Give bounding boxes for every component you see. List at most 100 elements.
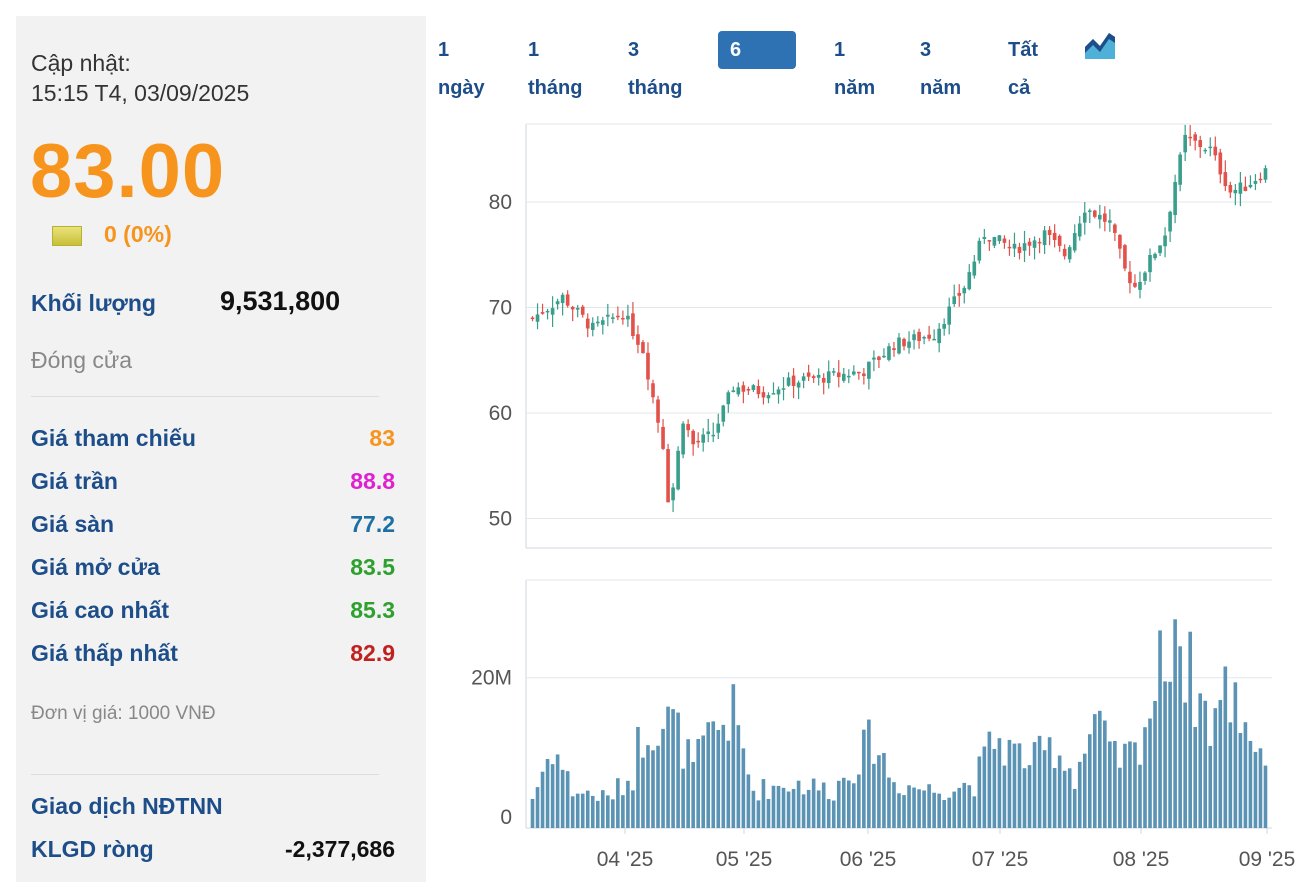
volume-bar — [621, 795, 625, 828]
current-price: 83.00 — [30, 129, 226, 214]
candle-body — [1153, 253, 1157, 259]
volume-bar — [922, 790, 926, 828]
net-volume-value: -2,377,686 — [285, 836, 395, 862]
candle-body — [917, 331, 921, 341]
volume-bar — [716, 729, 721, 828]
volume-bar — [987, 731, 992, 828]
tab-1-month[interactable]: 1 tháng — [528, 39, 583, 99]
candle-body — [1168, 211, 1172, 232]
volume-label: Khối lượng — [31, 290, 156, 316]
candle-body — [992, 237, 997, 246]
price-unit-note: Đơn vị giá: 1000 VNĐ — [31, 703, 216, 724]
candle-body — [1223, 172, 1228, 187]
candle-body — [585, 318, 590, 329]
candle-body — [1037, 241, 1042, 244]
tab-all[interactable]: Tất cả — [1008, 39, 1038, 99]
volume-bar — [872, 763, 876, 828]
candle-body — [1198, 140, 1203, 148]
candle-body — [867, 361, 871, 379]
candle-body — [852, 371, 856, 375]
candle-body — [962, 287, 967, 294]
candle-body — [1032, 240, 1037, 248]
candle-body — [545, 310, 550, 313]
volume-bar — [852, 783, 856, 828]
candle-body — [701, 434, 706, 443]
volume-bar — [917, 789, 921, 828]
volume-bar — [595, 800, 600, 828]
candle-body — [1203, 149, 1208, 152]
candle-body — [1113, 224, 1117, 233]
volume-bar — [1037, 735, 1042, 828]
candle-body — [555, 301, 560, 305]
candle-body — [1087, 210, 1092, 212]
volume-bar — [811, 778, 816, 828]
candle-body — [1077, 223, 1082, 237]
candle-body — [1047, 229, 1052, 235]
candle-body — [1007, 246, 1012, 249]
volume-bar — [691, 762, 695, 828]
volume-bar — [560, 769, 565, 828]
volume-bar — [841, 777, 846, 828]
volume-bar — [1233, 682, 1238, 828]
candle-body — [947, 306, 952, 325]
volume-bar — [696, 739, 700, 828]
area-chart-icon[interactable] — [1083, 29, 1117, 61]
open-price-label: Giá mở cửa — [31, 554, 160, 580]
candle-body — [776, 389, 781, 395]
close-status: Đóng cửa — [31, 347, 133, 373]
update-time: 15:15 T4, 03/09/2025 — [31, 80, 250, 106]
candle-body — [887, 346, 891, 360]
candle-body — [922, 337, 926, 339]
volume-bar — [1158, 630, 1162, 828]
tab-6-months[interactable]: 6 tháng — [718, 31, 797, 99]
volume-bar — [606, 795, 610, 828]
candle-body — [1118, 234, 1122, 249]
volume-bar — [781, 787, 786, 828]
tab-3-years[interactable]: 3 năm — [920, 39, 962, 99]
candle-body — [550, 308, 555, 315]
volume-bar — [1113, 741, 1117, 828]
candle-body — [1138, 281, 1142, 290]
candle-body — [676, 450, 680, 490]
volume-bar — [952, 791, 957, 828]
volume-bar — [786, 791, 791, 828]
candle-body — [846, 375, 851, 378]
volume-bar — [1067, 768, 1072, 828]
volume-bar — [1012, 743, 1017, 828]
candle-body — [982, 236, 987, 239]
volume-bar — [1228, 722, 1233, 828]
volume-bar — [927, 784, 931, 828]
candle-body — [1072, 233, 1077, 251]
volume-bar — [1213, 708, 1218, 828]
net-volume-label: KLGD ròng — [31, 836, 154, 862]
volume-bar — [575, 793, 580, 828]
volume-bar — [611, 799, 615, 828]
volume-bar — [726, 740, 731, 828]
volume-bar — [957, 787, 962, 828]
candle-body — [1123, 245, 1127, 269]
candle-body — [1092, 210, 1097, 217]
volume-bar — [1077, 761, 1082, 828]
candle-body — [1263, 168, 1268, 180]
candle-body — [1148, 254, 1152, 273]
volume-bar — [897, 793, 901, 828]
low-price-value: 82.9 — [350, 640, 395, 666]
candle-body — [636, 334, 640, 345]
candle-body — [877, 356, 881, 361]
volume-bar — [887, 777, 891, 828]
volume-bar — [1198, 693, 1203, 828]
volume-bar — [1168, 681, 1172, 828]
price-chart: 50 60 70 80 0 20M 04 '25 05 '25 06 '25 07 '25 08 '… — [471, 123, 1295, 871]
volume-bar — [1082, 753, 1087, 828]
tab-1-day[interactable]: 1 ngày — [438, 39, 485, 99]
candle-body — [811, 376, 816, 379]
volume-bar — [862, 729, 866, 828]
candle-body — [1243, 186, 1248, 191]
candle-body — [952, 296, 957, 305]
volume-bar — [846, 780, 851, 828]
tab-1-year[interactable]: 1 năm — [834, 39, 876, 99]
volume-tick-label: 20M — [471, 667, 512, 690]
volume-bar — [826, 799, 831, 828]
tab-3-months[interactable]: 3 tháng — [628, 39, 683, 99]
volume-bar — [651, 750, 655, 828]
